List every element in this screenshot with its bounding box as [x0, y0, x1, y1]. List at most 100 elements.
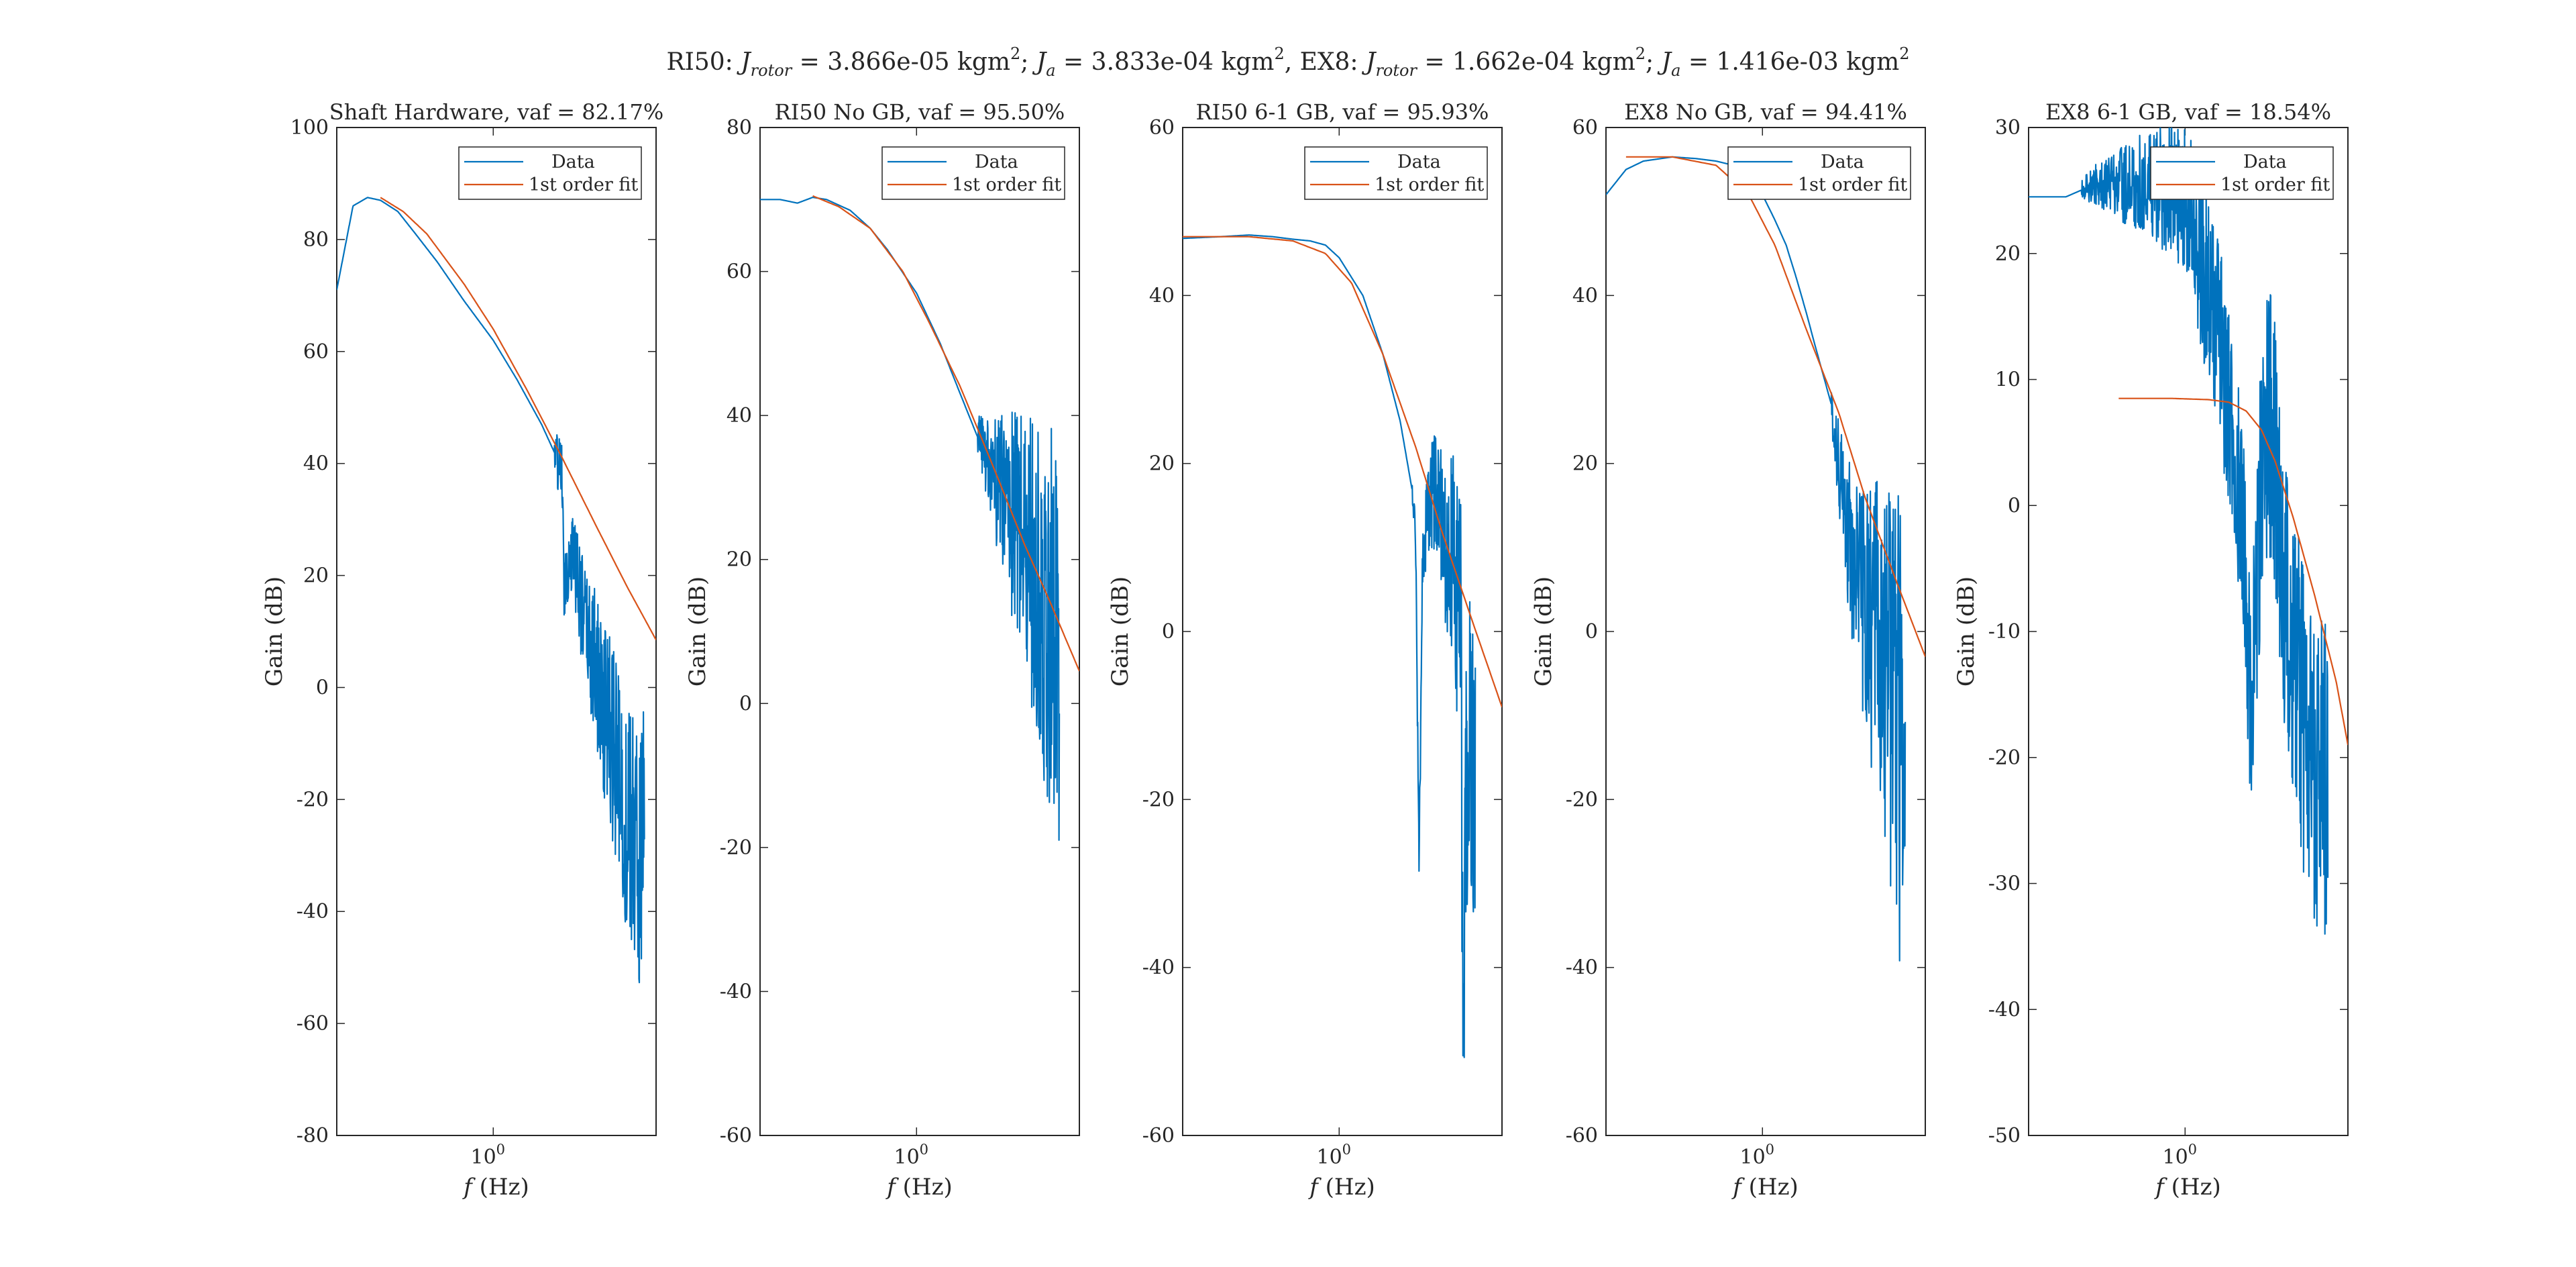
y-tick-label: 40	[727, 404, 752, 427]
y-tick-label: 20	[1995, 242, 2021, 266]
y-tick-label: -20	[297, 788, 329, 811]
y-axis-label: Gain (dB)	[1107, 576, 1134, 687]
y-axis-label: Gain (dB)	[684, 576, 711, 687]
legend-data-label: Data	[2243, 152, 2287, 172]
legend-fit-label: 1st order fit	[1375, 174, 1484, 195]
fit-series-line	[2118, 397, 2348, 746]
fit-series-line	[812, 195, 1079, 672]
subplot-4: -60 -40 -20 0 20 40 60 100 EX8 No GB, vaf = 94.4…	[1530, 99, 1926, 1201]
y-tick-label: -20	[1988, 746, 2021, 770]
y-tick-label: -60	[1566, 1124, 1598, 1148]
y-tick-label: 40	[1572, 284, 1598, 307]
y-tick-label: -50	[1988, 1124, 2021, 1148]
y-tick-label: -40	[1988, 998, 2021, 1021]
y-tick-label: 10	[1995, 368, 2021, 392]
y-tick-label: 100	[290, 116, 329, 140]
legend-fit-label: 1st order fit	[952, 174, 1061, 195]
legend-data-label: Data	[1397, 152, 1441, 172]
subplot-3: -60 -40 -20 0 20 40 60 100 RI50 6-1 GB, vaf = 95…	[1107, 99, 1503, 1201]
data-series-line	[2029, 128, 2329, 935]
fit-series-line	[380, 197, 656, 641]
y-tick-label: -40	[1142, 956, 1175, 980]
y-tick-label: 0	[316, 676, 329, 699]
subplot-5: -50 -40 -30 -20 -10 0 10 20 30 100 EX8 6-1 GB, vaf…	[1953, 99, 2349, 1201]
y-tick-label: 0	[1162, 620, 1175, 644]
y-tick-label: -80	[297, 1124, 329, 1148]
x-axis-label: f (Hz)	[1307, 1174, 1375, 1201]
y-tick-label: 30	[1995, 116, 2021, 140]
axes-box	[336, 127, 657, 1136]
y-tick-label: -60	[297, 1012, 329, 1035]
y-tick-label: -20	[1142, 788, 1175, 811]
x-axis-label: f (Hz)	[1731, 1174, 1799, 1201]
x-tick-label: 100	[1739, 1142, 1774, 1169]
y-tick-label: 80	[727, 116, 752, 140]
y-tick-label: -10	[1988, 620, 2021, 644]
y-tick-label: 0	[1585, 620, 1598, 644]
y-tick-label: 20	[1149, 452, 1175, 476]
y-tick-label: 60	[1572, 116, 1598, 140]
y-tick-label: 40	[303, 452, 329, 476]
y-tick-label: -30	[1988, 872, 2021, 896]
y-tick-label: 60	[727, 260, 752, 284]
x-tick-label: 100	[1316, 1142, 1351, 1169]
subplot-title: RI50 No GB, vaf = 95.50%	[775, 99, 1065, 125]
legend-data-label: Data	[1821, 152, 1864, 172]
plot-area	[760, 195, 1079, 842]
axes-box	[759, 127, 1080, 1136]
y-tick-label: 20	[727, 548, 752, 572]
y-tick-label: 0	[2008, 494, 2021, 517]
x-tick-label: 100	[894, 1142, 928, 1169]
legend-box	[458, 146, 642, 200]
y-tick-label: 40	[1149, 284, 1175, 307]
legend-data-label: Data	[551, 152, 595, 172]
x-axis-label: f (Hz)	[885, 1174, 953, 1201]
legend-box	[1304, 146, 1488, 200]
y-axis-label: Gain (dB)	[1530, 576, 1557, 687]
y-axis-label: Gain (dB)	[1953, 576, 1980, 687]
y-tick-label: -40	[720, 980, 752, 1003]
subplot-title: EX8 6-1 GB, vaf = 18.54%	[2045, 99, 2331, 125]
legend-fit-label: 1st order fit	[1798, 174, 1907, 195]
y-tick-label: -60	[720, 1124, 752, 1148]
x-tick-label: 100	[470, 1142, 505, 1169]
plot-area	[337, 197, 656, 984]
legend-fit-label: 1st order fit	[2220, 174, 2330, 195]
y-tick-label: 20	[1572, 452, 1598, 476]
x-tick-label: 100	[2162, 1142, 2197, 1169]
plot-area	[2029, 128, 2348, 935]
legend-box	[1727, 146, 1911, 200]
y-tick-label: -20	[1566, 788, 1598, 811]
y-tick-label: 80	[303, 228, 329, 252]
x-axis-label: f (Hz)	[462, 1174, 529, 1201]
legend-box	[881, 146, 1065, 200]
y-tick-label: 0	[739, 692, 752, 715]
data-series-line	[337, 197, 645, 984]
y-tick-label: 20	[303, 564, 329, 588]
y-tick-label: -40	[297, 900, 329, 923]
subplot-2: -60 -40 -20 0 20 40 60 80 100 RI50 No GB, vaf = 9…	[684, 99, 1080, 1201]
fit-series-line	[1183, 236, 1502, 707]
legend-fit-label: 1st order fit	[529, 174, 638, 195]
y-tick-label: -40	[1566, 956, 1598, 980]
x-axis-label: f (Hz)	[2153, 1174, 2221, 1201]
y-tick-label: 60	[303, 340, 329, 364]
legend-data-label: Data	[975, 152, 1018, 172]
subplot-title: RI50 6-1 GB, vaf = 95.93%	[1196, 99, 1489, 125]
subplot-title: Shaft Hardware, vaf = 82.17%	[329, 99, 663, 125]
y-tick-label: 60	[1149, 116, 1175, 140]
fit-series-line	[1625, 156, 1925, 657]
subplot-title: EX8 No GB, vaf = 94.41%	[1624, 99, 1907, 125]
y-axis-label: Gain (dB)	[261, 576, 288, 687]
plot-area	[1183, 234, 1502, 1058]
y-tick-label: -20	[720, 836, 752, 860]
figure-title: RI50: Jrotor = 3.866e-05 kgm2; Ja = 3.83…	[667, 44, 1910, 80]
